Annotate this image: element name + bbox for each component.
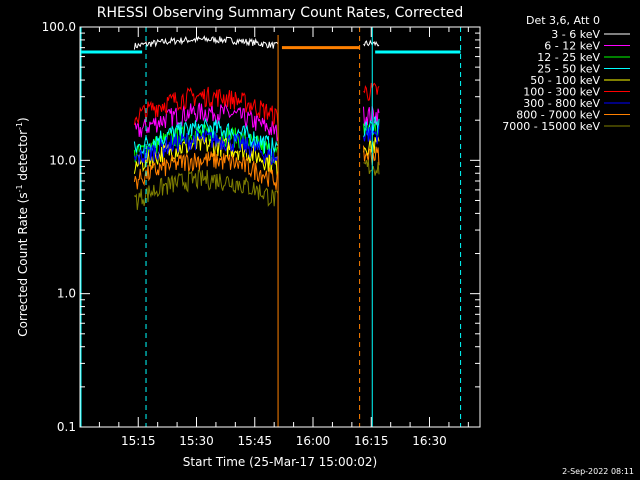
y-tick-label-0: 0.1 bbox=[57, 420, 76, 434]
y-tick-label-1: 1.0 bbox=[57, 287, 76, 301]
series-line-post-7 bbox=[363, 145, 380, 166]
series-line-7 bbox=[133, 151, 279, 190]
chart-title: RHESSI Observing Summary Count Rates, Co… bbox=[97, 5, 463, 21]
legend-label-7: 800 - 7000 keV bbox=[516, 109, 600, 122]
series-line-post-6 bbox=[363, 125, 380, 145]
series-line-post-3 bbox=[363, 115, 380, 138]
x-axis-label: Start Time (25-Mar-17 15:00:02) bbox=[183, 455, 377, 469]
series-line-6 bbox=[133, 129, 279, 165]
legend-title: Det 3,6, Att 0 bbox=[526, 14, 600, 27]
x-tick-label-0: 15:15 bbox=[121, 434, 156, 448]
series-line-5 bbox=[133, 86, 279, 127]
x-tick-label-1: 15:30 bbox=[179, 434, 214, 448]
x-tick-label-2: 15:45 bbox=[237, 434, 272, 448]
legend-label-5: 100 - 300 keV bbox=[523, 86, 600, 99]
x-tick-label-5: 16:30 bbox=[412, 434, 447, 448]
legend-label-3: 25 - 50 keV bbox=[537, 63, 600, 76]
series-line-post-1 bbox=[363, 106, 380, 126]
legend-label-0: 3 - 6 keV bbox=[551, 28, 600, 41]
series-line-3 bbox=[133, 117, 279, 157]
series-line-post-0 bbox=[363, 39, 380, 47]
y-axis-label: Corrected Count Rate (s-1 detector-1) bbox=[15, 117, 30, 336]
series-line-0 bbox=[133, 34, 279, 50]
series-line-post-5 bbox=[363, 82, 380, 101]
legend-label-8: 7000 - 15000 keV bbox=[502, 120, 600, 133]
footer-date: 2-Sep-2022 08:11 bbox=[562, 467, 634, 476]
legend-label-6: 300 - 800 keV bbox=[523, 97, 600, 110]
axis-ticks: 0.1 1.0 10.0 100.0 15:15 15:30 15:45 16:00 16:15… bbox=[42, 20, 480, 448]
x-tick-label-4: 16:15 bbox=[354, 434, 389, 448]
marker-lines bbox=[80, 27, 462, 427]
legend-label-4: 50 - 100 keV bbox=[530, 74, 600, 87]
legend-label-2: 12 - 25 keV bbox=[537, 51, 600, 64]
x-tick-label-3: 16:00 bbox=[296, 434, 331, 448]
series-line-1 bbox=[134, 102, 279, 142]
series-line-8 bbox=[134, 169, 279, 210]
series-line-post-8 bbox=[363, 159, 380, 176]
series-layer bbox=[133, 34, 380, 210]
y-tick-label-2: 10.0 bbox=[49, 153, 76, 167]
legend-label-1: 6 - 12 keV bbox=[544, 40, 600, 53]
y-tick-label-3: 100.0 bbox=[42, 20, 76, 34]
plot-frame bbox=[79, 26, 481, 428]
